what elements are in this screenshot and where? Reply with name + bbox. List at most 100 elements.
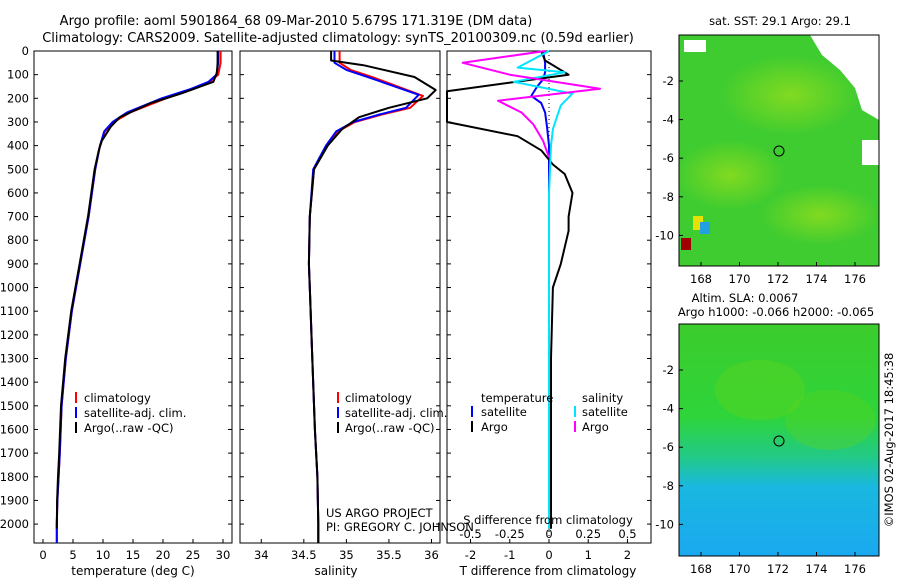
title-line-1: Argo profile: aoml 5901864_68 09-Mar-201… bbox=[60, 14, 533, 29]
map-x-tick-label: 170 bbox=[729, 272, 751, 286]
s-difference-tick-label: 0.5 bbox=[618, 527, 636, 541]
map-x-tick-label: 172 bbox=[767, 272, 789, 286]
salinity-axis-label: salinity bbox=[314, 564, 357, 578]
sla-map-title-1: Altim. SLA: 0.0067 bbox=[692, 291, 799, 305]
t-difference-tick-label: 2 bbox=[624, 548, 631, 562]
depth-tick-label: 1000 bbox=[0, 281, 29, 295]
depth-tick-label: 400 bbox=[7, 139, 29, 153]
legend-label-s-argo: Argo bbox=[582, 420, 609, 434]
legend-label-argo: Argo(..raw -QC) bbox=[345, 421, 435, 435]
map-y-tick-label: -4 bbox=[663, 402, 674, 416]
temperature-chart: 0 5 10 15 20 25 30 bbox=[39, 51, 230, 562]
temperature-tick-label: 0 bbox=[39, 548, 46, 562]
map-x-tick-label: 174 bbox=[806, 562, 828, 576]
t-difference-tick-label: 0 bbox=[545, 548, 552, 562]
legend-label-s-satellite: satellite bbox=[582, 405, 628, 419]
legend-label-t-satellite: satellite bbox=[481, 405, 527, 419]
map-y-tick-label: -8 bbox=[663, 479, 674, 493]
sla-argo-location-marker bbox=[773, 435, 785, 447]
legend-heading-salinity: salinity bbox=[582, 391, 623, 405]
depth-tick-label: 200 bbox=[7, 91, 29, 105]
temperature-line-climatology bbox=[55, 51, 222, 543]
depth-tick-label: 500 bbox=[7, 162, 29, 176]
t-difference-axis-label: T difference from climatology bbox=[459, 564, 637, 578]
sst-anomaly-warm bbox=[693, 216, 703, 230]
depth-tick-label: 0 bbox=[22, 44, 29, 58]
legend-label-satellite: satellite-adj. clim. bbox=[345, 406, 447, 420]
sla-map bbox=[678, 323, 880, 557]
depth-tick-label: 900 bbox=[7, 257, 29, 271]
map-x-tick-label: 172 bbox=[767, 562, 789, 576]
depth-tick-label: 1900 bbox=[0, 493, 29, 507]
map-axes: 168 170 172 174 176 -2 -4 -6 -8 -10 168 170 172 174 17… bbox=[655, 74, 866, 576]
sst-map-title: sat. SST: 29.1 Argo: 29.1 bbox=[709, 14, 851, 28]
map-y-tick-label: -6 bbox=[663, 151, 674, 165]
salinity-legend: climatology satellite-adj. clim. Argo(..… bbox=[337, 391, 447, 435]
temperature-panel bbox=[33, 50, 233, 544]
legend-label-climatology: climatology bbox=[345, 391, 412, 405]
sst-argo-location-marker bbox=[773, 145, 785, 157]
map-y-tick-label: -8 bbox=[663, 190, 674, 204]
temperature-tick-label: 20 bbox=[156, 548, 171, 562]
t-difference-tick-label: -1 bbox=[504, 548, 515, 562]
depth-tick-label: 800 bbox=[7, 233, 29, 247]
map-x-tick-label: 168 bbox=[690, 272, 712, 286]
depth-tick-label: 1700 bbox=[0, 446, 29, 460]
sst-warm-patch bbox=[675, 140, 785, 210]
difference-chart: -2 -1 0 1 2 -0.5 -0.25 0 0.25 0.5 bbox=[446, 50, 637, 562]
salinity-line-argo bbox=[307, 51, 437, 543]
title-line-2: Climatology: CARS2009. Satellite-adjuste… bbox=[42, 31, 634, 46]
sst-anomaly-hot bbox=[681, 238, 691, 250]
imos-credit: ©IMOS 02-Aug-2017 18:45:38 bbox=[882, 353, 896, 528]
temperature-line-argo bbox=[55, 51, 219, 529]
map-y-tick-label: -4 bbox=[663, 113, 674, 127]
difference-line-salinity-satellite bbox=[512, 50, 574, 529]
depth-tick-label: 1300 bbox=[0, 352, 29, 366]
salinity-tick-label: 35 bbox=[339, 548, 354, 562]
sst-anomaly-cool bbox=[700, 222, 710, 234]
depth-tick-label: 2000 bbox=[0, 517, 29, 531]
s-difference-tick-label: -0.5 bbox=[459, 527, 481, 541]
depth-tick-label: 1400 bbox=[0, 375, 29, 389]
temperature-tick-label: 5 bbox=[69, 548, 76, 562]
s-difference-axis-label: S difference from climatology bbox=[463, 513, 633, 527]
salinity-tick-label: 34 bbox=[254, 548, 269, 562]
t-difference-tick-label: -2 bbox=[465, 548, 476, 562]
legend-label-climatology: climatology bbox=[84, 391, 151, 405]
depth-tick-label: 1200 bbox=[0, 328, 29, 342]
temperature-tick-label: 25 bbox=[186, 548, 201, 562]
temperature-axis-label: temperature (deg C) bbox=[71, 564, 194, 578]
depth-tick-label: 1100 bbox=[0, 304, 29, 318]
sla-map-title-2: Argo h1000: -0.066 h2000: -0.065 bbox=[678, 305, 874, 319]
salinity-tick-label: 35.5 bbox=[376, 548, 402, 562]
t-difference-tick-label: 1 bbox=[585, 548, 592, 562]
salinity-chart: 34 34.5 35 35.5 36 bbox=[254, 51, 439, 562]
sst-warm-patch bbox=[760, 185, 880, 245]
salinity-line-satellite bbox=[307, 51, 420, 543]
legend-heading-temperature: temperature bbox=[481, 391, 553, 405]
sst-map bbox=[675, 34, 880, 267]
sla-field bbox=[679, 324, 879, 556]
depth-tick-label: 1500 bbox=[0, 399, 29, 413]
depth-tick-label: 100 bbox=[7, 68, 29, 82]
map-y-tick-label: -2 bbox=[663, 363, 674, 377]
project-label: US ARGO PROJECT bbox=[326, 506, 434, 520]
temperature-line-satellite bbox=[55, 51, 220, 543]
legend-label-t-argo: Argo bbox=[481, 420, 508, 434]
sst-map-frame bbox=[678, 34, 880, 267]
depth-tick-label: 1800 bbox=[0, 470, 29, 484]
difference-line-temperature-argo bbox=[446, 50, 574, 529]
salinity-panel bbox=[239, 50, 441, 544]
salinity-line-climatology bbox=[307, 51, 424, 543]
map-y-tick-label: -10 bbox=[655, 228, 674, 242]
map-x-tick-label: 174 bbox=[806, 272, 828, 286]
sst-cloud-mask bbox=[862, 140, 879, 165]
sla-low-patch bbox=[715, 360, 805, 420]
map-y-tick-label: -2 bbox=[663, 74, 674, 88]
map-x-tick-label: 176 bbox=[844, 562, 866, 576]
temperature-legend: climatology satellite-adj. clim. Argo(..… bbox=[75, 391, 186, 435]
legend-label-satellite: satellite-adj. clim. bbox=[84, 406, 186, 420]
s-difference-tick-label: 0 bbox=[545, 527, 552, 541]
difference-legend: temperature satellite Argo salinity sate… bbox=[471, 391, 628, 434]
